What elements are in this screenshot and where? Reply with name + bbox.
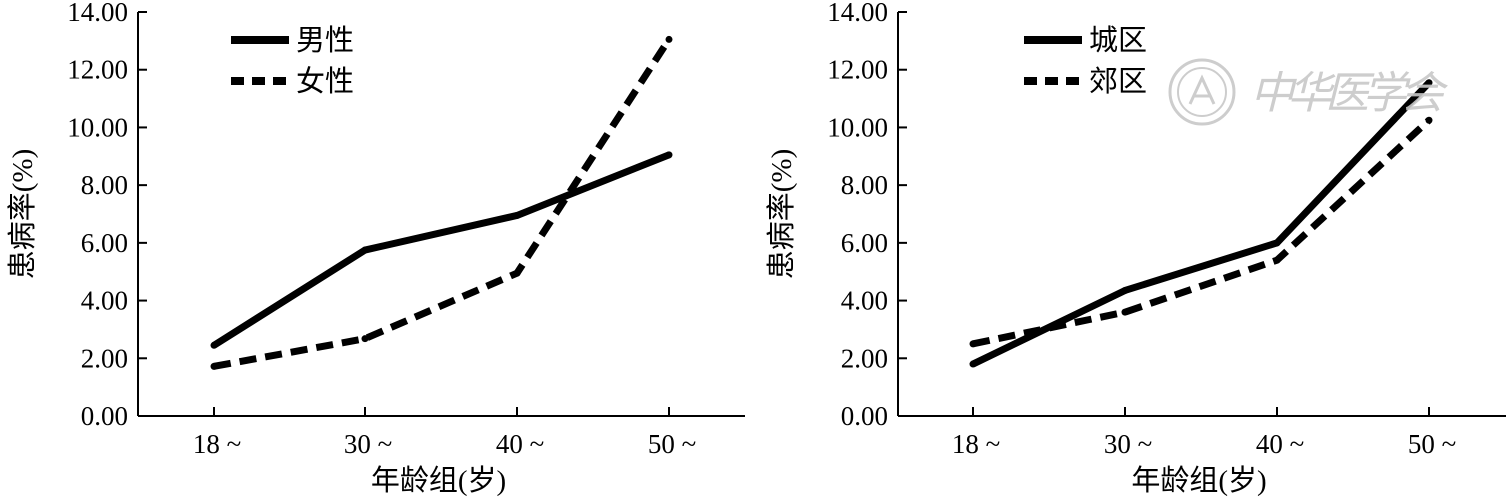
data-point bbox=[665, 35, 673, 43]
x-tick-label: 30 ~ bbox=[344, 429, 392, 459]
x-tick-label: 50 ~ bbox=[648, 429, 696, 459]
seal-ring bbox=[1168, 58, 1236, 126]
legend-label-1: 男性 bbox=[296, 24, 354, 57]
x-tick-label: 18 ~ bbox=[193, 429, 241, 459]
chart-2: 0.00 2.00 4.00 6.00 8.00 10.00 12.00 14.00 18 ~ 3… bbox=[765, 0, 1506, 497]
legend-label-2: 女性 bbox=[296, 65, 354, 98]
seal-mark bbox=[1188, 74, 1216, 105]
y-tick-label: 6.00 bbox=[81, 228, 128, 258]
y-axis-label: 患病率(%) bbox=[765, 149, 798, 279]
x-axis-label: 年龄组(岁) bbox=[1131, 464, 1266, 497]
series-line-1 bbox=[212, 151, 671, 349]
data-point bbox=[1121, 308, 1129, 316]
x-tick-label: 40 ~ bbox=[496, 429, 544, 459]
y-tick-label: 6.00 bbox=[841, 228, 888, 258]
data-point bbox=[969, 360, 977, 368]
y-tick-label: 12.00 bbox=[827, 55, 888, 85]
legend-label-1: 城区 bbox=[1089, 24, 1147, 57]
y-tick-label: 4.00 bbox=[841, 286, 888, 316]
data-point bbox=[665, 151, 673, 159]
watermark-text: 中华医学会 bbox=[1250, 69, 1450, 118]
data-point bbox=[1273, 239, 1281, 247]
data-point bbox=[361, 246, 369, 254]
x-axis-label: 年龄组(岁) bbox=[371, 464, 506, 497]
y-axis-label: 患病率(%) bbox=[6, 149, 39, 279]
seal-emblem-icon bbox=[1168, 58, 1236, 126]
x-tick-label: 40 ~ bbox=[1256, 429, 1304, 459]
x-tick-label: 18 ~ bbox=[952, 429, 1000, 459]
data-point bbox=[1273, 256, 1281, 264]
data-point bbox=[969, 340, 977, 348]
y-tick-label: 0.00 bbox=[81, 401, 128, 431]
x-tick-label: 50 ~ bbox=[1408, 429, 1456, 459]
data-point bbox=[210, 362, 218, 370]
data-point bbox=[1121, 286, 1129, 294]
data-point bbox=[513, 211, 521, 219]
y-tick-label: 10.00 bbox=[827, 112, 888, 142]
y-tick-label: 14.00 bbox=[827, 0, 888, 27]
x-tick-label: 30 ~ bbox=[1104, 429, 1152, 459]
data-point bbox=[1425, 116, 1433, 124]
y-tick-label: 8.00 bbox=[81, 170, 128, 200]
legend-label-2: 郊区 bbox=[1089, 65, 1147, 98]
watermark: 中华医学会 bbox=[1168, 58, 1450, 126]
data-point bbox=[210, 341, 218, 349]
series-line-1 bbox=[971, 80, 1432, 368]
y-tick-label: 10.00 bbox=[67, 112, 128, 142]
y-tick-label: 0.00 bbox=[841, 401, 888, 431]
y-tick-label: 14.00 bbox=[67, 0, 128, 27]
y-tick-label: 2.00 bbox=[841, 343, 888, 373]
y-tick-label: 8.00 bbox=[841, 170, 888, 200]
data-point bbox=[1425, 79, 1433, 87]
series-line-2 bbox=[972, 117, 1432, 348]
y-tick-label: 12.00 bbox=[67, 55, 128, 85]
data-point bbox=[361, 335, 369, 343]
y-tick-label: 4.00 bbox=[81, 286, 128, 316]
data-point bbox=[513, 269, 521, 277]
seal-inner-ring bbox=[1177, 67, 1227, 117]
y-tick-label: 2.00 bbox=[81, 343, 128, 373]
chart-1: 0.00 2.00 4.00 6.00 8.00 10.00 12.00 14.00 18 ~ 3… bbox=[6, 0, 745, 497]
series-line-2 bbox=[213, 37, 672, 370]
